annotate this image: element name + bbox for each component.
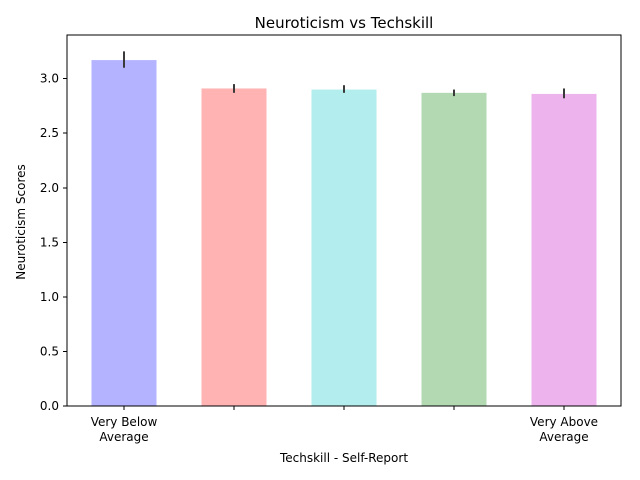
bar-1 [91,60,157,407]
y-tick-label-4: 2.0 [40,181,59,195]
x-tick-label-1: Very Below Average [91,415,158,444]
x-tick-label-5: Very Above Average [530,415,598,444]
y-tick-label-0: 0.0 [40,399,59,413]
y-tick-label-5: 2.5 [40,126,59,140]
y-axis-label: Neuroticism Scores [14,164,28,280]
bar-3 [311,89,377,406]
bar-2 [201,88,267,406]
y-tick-label-3: 1.5 [40,235,59,249]
y-tick-label-1: 0.5 [40,344,59,358]
bar-4 [421,92,487,407]
x-axis-label: Techskill - Self-Report [279,451,408,465]
chart-title: Neuroticism vs Techskill [255,14,434,32]
bar-5 [531,93,597,407]
y-tick-label-6: 3.0 [40,72,59,86]
y-tick-label-2: 1.0 [40,290,59,304]
plot-area: Very Below Average Very Above Average 0.0 0.5… [40,34,622,444]
plot-frame [66,34,622,407]
